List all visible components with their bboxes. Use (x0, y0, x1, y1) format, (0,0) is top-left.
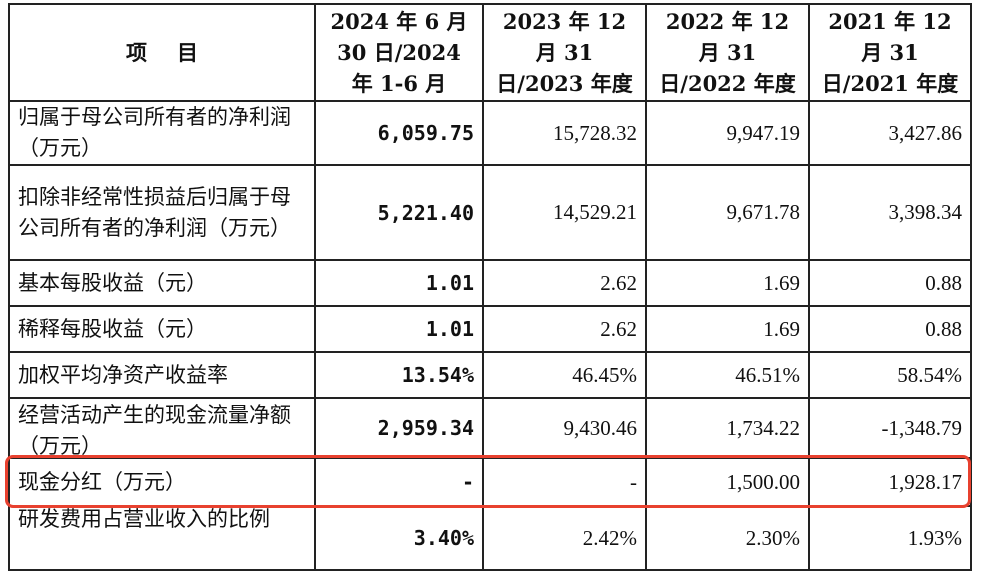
cell-value: 2.30% (645, 505, 810, 571)
cell-value: 9,947.19 (645, 100, 810, 166)
cell-value: 5,221.40 (314, 164, 484, 261)
cell-value: 2.42% (482, 505, 647, 571)
header-2022: 2022 年 12 月 31 日/2022 年度 (645, 3, 810, 102)
cell-value: 13.54% (314, 351, 484, 399)
cell-value: 46.45% (482, 351, 647, 399)
cell-value: 2.62 (482, 305, 647, 353)
cell-value: 1.69 (645, 305, 810, 353)
cell-value: - (314, 457, 484, 507)
cell-value: -1,348.79 (808, 397, 972, 459)
header-2023: 2023 年 12 月 31 日/2023 年度 (482, 3, 647, 102)
cell-value: 1,734.22 (645, 397, 810, 459)
row-label: 基本每股收益（元） (8, 259, 316, 307)
cell-value: 9,671.78 (645, 164, 810, 261)
cell-value: 14,529.21 (482, 164, 647, 261)
cell-value: - (482, 457, 647, 507)
cell-value: 58.54% (808, 351, 972, 399)
table-header-row: 项目 2024 年 6 月 30 日/2024 年 1-6 月 2023 年 1… (8, 3, 972, 102)
cell-value: 2,959.34 (314, 397, 484, 459)
cell-value: 46.51% (645, 351, 810, 399)
cell-value: 3.40% (314, 505, 484, 571)
row-label: 归属于母公司所有者的净利润（万元） (8, 100, 316, 166)
row-label-text: 经营活动产生的现金流量净额（万元） (18, 403, 291, 456)
cell-value: 3,398.34 (808, 164, 972, 261)
table-row: 基本每股收益（元） 1.01 2.62 1.69 0.88 (8, 259, 972, 307)
cell-value: 9,430.46 (482, 397, 647, 459)
row-label-text: 研发费用占营业收入的比例 (18, 507, 270, 531)
cell-value: 2.62 (482, 259, 647, 307)
header-2021: 2021 年 12 月 31 日/2021 年度 (808, 3, 972, 102)
row-label: 加权平均净资产收益率 (8, 351, 316, 399)
financial-indicators-table: 项目 2024 年 6 月 30 日/2024 年 1-6 月 2023 年 1… (8, 3, 972, 571)
row-label: 现金分红（万元） (8, 457, 316, 507)
cell-value: 1,500.00 (645, 457, 810, 507)
cell-value: 1.01 (314, 305, 484, 353)
table-row: 归属于母公司所有者的净利润（万元） 6,059.75 15,728.32 9,9… (8, 100, 972, 166)
table-row: 加权平均净资产收益率 13.54% 46.45% 46.51% 58.54% (8, 351, 972, 399)
row-label: 稀释每股收益（元） (8, 305, 316, 353)
cell-value: 1,928.17 (808, 457, 972, 507)
table-row: 经营活动产生的现金流量净额（万元） 2,959.34 9,430.46 1,73… (8, 397, 972, 459)
cell-value: 0.88 (808, 259, 972, 307)
header-2024h1: 2024 年 6 月 30 日/2024 年 1-6 月 (314, 3, 484, 102)
row-label: 扣除非经常性损益后归属于母公司所有者的净利润（万元） (8, 164, 316, 261)
financial-table-wrapper: 项目 2024 年 6 月 30 日/2024 年 1-6 月 2023 年 1… (8, 3, 972, 571)
cell-value: 1.93% (808, 505, 972, 571)
row-label: 研发费用占营业收入的比例 (8, 505, 316, 571)
cell-value: 15,728.32 (482, 100, 647, 166)
cell-value: 0.88 (808, 305, 972, 353)
table-row: 扣除非经常性损益后归属于母公司所有者的净利润（万元） 5,221.40 14,5… (8, 164, 972, 261)
row-label: 经营活动产生的现金流量净额（万元） (8, 397, 316, 459)
cell-value: 1.01 (314, 259, 484, 307)
cell-value: 6,059.75 (314, 100, 484, 166)
cell-value: 3,427.86 (808, 100, 972, 166)
table-row: 研发费用占营业收入的比例 3.40% 2.42% 2.30% 1.93% (8, 505, 972, 571)
cell-value: 1.69 (645, 259, 810, 307)
header-item: 项目 (8, 3, 316, 102)
table-row: 稀释每股收益（元） 1.01 2.62 1.69 0.88 (8, 305, 972, 353)
table-row-highlighted: 现金分红（万元） - - 1,500.00 1,928.17 (8, 457, 972, 507)
